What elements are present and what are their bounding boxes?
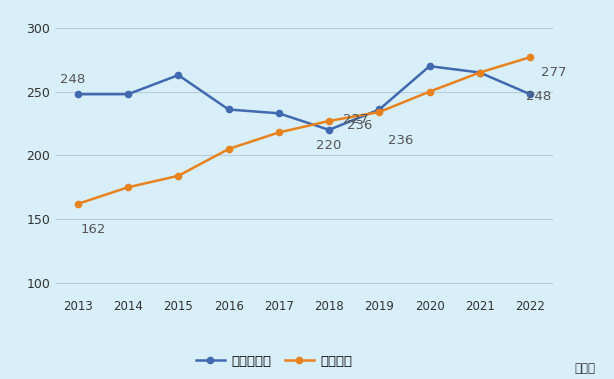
Legend: フィリピン, ベトナム: フィリピン, ベトナム: [190, 349, 357, 373]
ベトナム: [476, 70, 483, 75]
フィリピン: [74, 92, 82, 97]
フィリピン: [376, 107, 383, 112]
ベトナム: [74, 202, 82, 206]
ベトナム: [225, 147, 232, 151]
ベトナム: [174, 174, 182, 178]
Text: 227: 227: [343, 113, 368, 125]
Text: 236: 236: [347, 119, 373, 132]
フィリピン: [526, 92, 534, 97]
フィリピン: [275, 111, 282, 116]
ベトナム: [376, 110, 383, 114]
Text: 277: 277: [541, 66, 567, 78]
Text: 248: 248: [526, 89, 551, 103]
Text: 162: 162: [80, 223, 106, 236]
フィリピン: [225, 107, 232, 112]
フィリピン: [125, 92, 132, 97]
フィリピン: [325, 128, 333, 132]
Text: 236: 236: [387, 134, 413, 147]
ベトナム: [125, 185, 132, 190]
Text: 248: 248: [60, 73, 85, 86]
ベトナム: [275, 130, 282, 135]
フィリピン: [476, 70, 483, 75]
フィリピン: [426, 64, 433, 69]
ベトナム: [526, 55, 534, 60]
Text: （年）: （年）: [575, 362, 596, 375]
Line: ベトナム: ベトナム: [75, 54, 533, 207]
ベトナム: [325, 119, 333, 123]
ベトナム: [426, 89, 433, 94]
Line: フィリピン: フィリピン: [75, 63, 533, 133]
Text: 220: 220: [316, 139, 342, 152]
フィリピン: [174, 73, 182, 77]
